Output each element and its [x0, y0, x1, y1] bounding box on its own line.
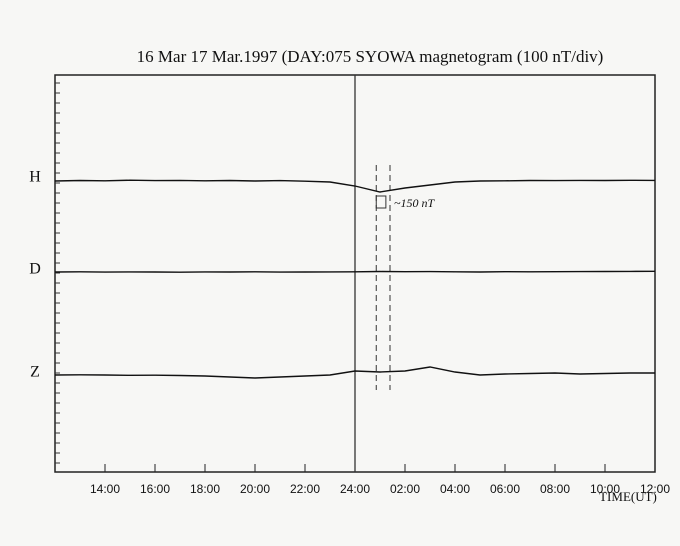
x-tick-label: 04:00	[440, 482, 470, 496]
trace	[54, 366, 655, 379]
x-tick-label: 24:00	[340, 482, 370, 496]
x-tick-label: 06:00	[490, 482, 520, 496]
annotation: ~150 nT	[394, 196, 435, 210]
series-label: Z	[30, 364, 40, 381]
x-tick-label: 20:00	[240, 482, 270, 496]
trace	[54, 270, 656, 273]
x-tick-label: 08:00	[540, 482, 570, 496]
series-label: D	[29, 261, 41, 278]
x-tick-label: 12:00	[640, 482, 670, 496]
x-tick-label: 18:00	[190, 482, 220, 496]
chart-title: 16 Mar 17 Mar.1997 (DAY:075 SYOWA magnet…	[137, 47, 604, 66]
series-label: H	[29, 169, 41, 186]
x-tick-label: 10:00	[590, 482, 620, 496]
x-tick-label: 02:00	[390, 482, 420, 496]
x-tick-label: 16:00	[140, 482, 170, 496]
x-tick-label: 14:00	[90, 482, 120, 496]
x-axis-label: TIME(UT)	[599, 489, 657, 504]
trace	[54, 179, 656, 193]
x-tick-label: 22:00	[290, 482, 320, 496]
amplitude-box	[375, 195, 387, 209]
